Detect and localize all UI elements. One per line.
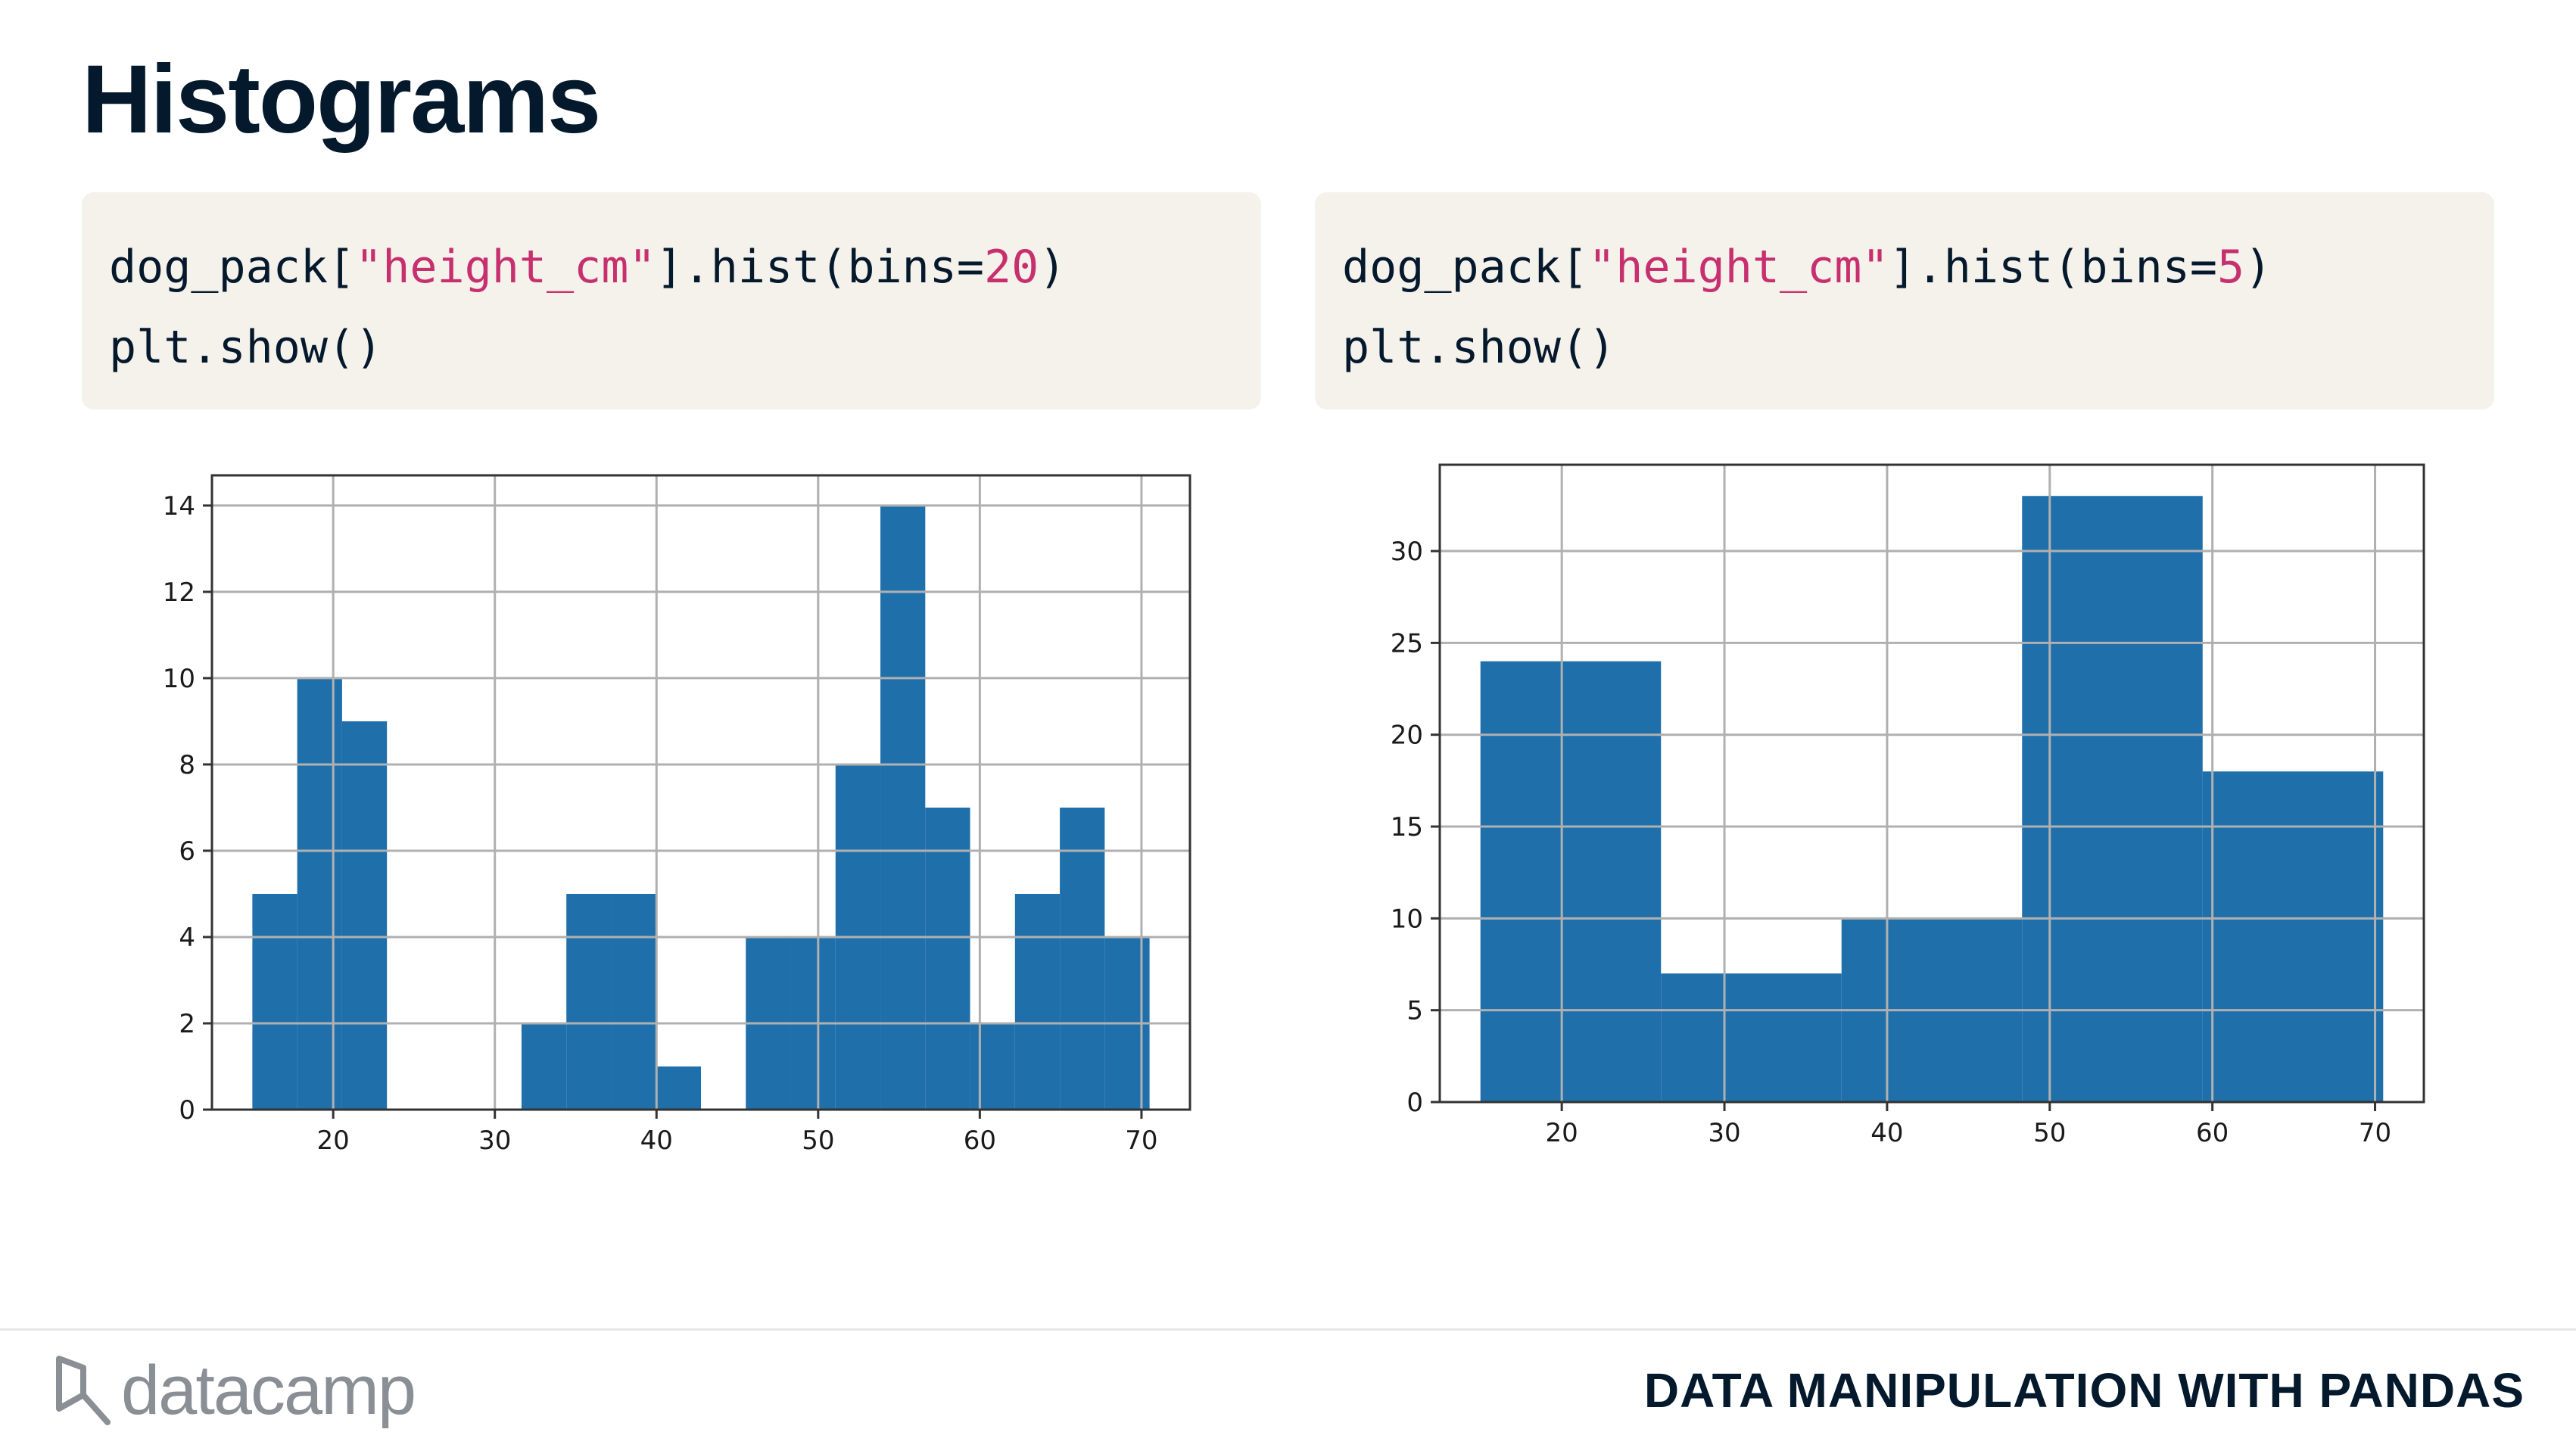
y-tick-label: 6	[179, 836, 195, 867]
x-tick-label: 50	[2033, 1118, 2066, 1148]
code-block-bins-20: dog_pack["height_cm"].hist(bins=20) plt.…	[82, 192, 1261, 409]
code-line-2: plt.show()	[109, 321, 383, 374]
slide-title: Histograms	[82, 45, 601, 154]
y-tick-label: 25	[1391, 628, 1423, 659]
code-token: dog_pack[	[1342, 241, 1589, 294]
histogram-bar	[297, 677, 342, 1110]
y-tick-label: 15	[1391, 812, 1423, 842]
y-tick-label: 2	[179, 1009, 195, 1039]
y-tick-label: 4	[179, 923, 195, 953]
code-string: "height_cm"	[1588, 241, 1889, 294]
histogram-bins-20: 20 30 40 50 60 70 0 2 4 6 8 10 12 14	[136, 462, 1211, 1173]
x-tick-label: 20	[1546, 1118, 1578, 1148]
histogram-bar	[341, 721, 388, 1110]
histogram-bins-5: 20 30 40 50 60 70 0 5 10 15 20 25 30	[1363, 454, 2437, 1166]
histogram-bar	[1661, 973, 1842, 1102]
code-string: "height_cm"	[355, 241, 656, 294]
datacamp-logo-icon	[56, 1356, 111, 1425]
y-tick-label: 10	[1391, 904, 1423, 934]
code-token: )	[2244, 241, 2272, 294]
y-tick-label: 30	[1391, 537, 1423, 567]
code-block-bins-5: dog_pack["height_cm"].hist(bins=5) plt.s…	[1315, 192, 2494, 409]
histogram-bar	[566, 893, 612, 1110]
x-tick-label: 30	[478, 1126, 511, 1156]
x-tick-label: 40	[1870, 1118, 1903, 1148]
histogram-bar	[2022, 496, 2203, 1102]
x-tick-label: 60	[2196, 1118, 2229, 1148]
y-tick-label: 0	[179, 1095, 195, 1126]
y-tick-label: 14	[163, 491, 195, 522]
histogram-bar	[1480, 661, 1662, 1102]
x-tick-label: 50	[802, 1126, 834, 1156]
code-line-1: dog_pack["height_cm"].hist(bins=5)	[1342, 227, 2494, 307]
histogram-svg: 20 30 40 50 60 70 0 5 10 15 20 25 30	[1391, 463, 2425, 1148]
x-tick-label: 20	[317, 1126, 350, 1156]
histogram-bar	[521, 1023, 567, 1110]
course-name: DATA MANIPULATION WITH PANDAS	[1643, 1363, 2525, 1418]
y-tick-label: 8	[179, 750, 195, 780]
plot-frame	[210, 474, 1191, 1111]
histogram-svg: 20 30 40 50 60 70 0 2 4 6 8 10 12 14	[163, 474, 1191, 1156]
histogram-bar	[611, 893, 656, 1110]
y-tick-label: 20	[1391, 721, 1423, 751]
code-line-2: plt.show()	[1342, 321, 1616, 374]
histogram-bar	[252, 893, 297, 1110]
code-number: 5	[2216, 241, 2245, 294]
histogram-bar	[2202, 771, 2384, 1102]
code-token: ].hist(bins=	[656, 241, 984, 294]
y-tick-label: 10	[163, 664, 195, 694]
footer-divider	[0, 1328, 2576, 1331]
datacamp-wordmark: datacamp	[121, 1351, 416, 1429]
histogram-bar	[656, 1066, 701, 1110]
y-tick-label: 12	[163, 578, 195, 608]
code-token: )	[1039, 241, 1067, 294]
code-token: ].hist(bins=	[1889, 241, 2217, 294]
x-tick-label: 70	[2359, 1118, 2391, 1148]
code-number: 20	[983, 241, 1039, 294]
plot-frame	[1438, 463, 2425, 1104]
x-tick-label: 30	[1708, 1118, 1740, 1148]
y-tick-label: 5	[1406, 996, 1423, 1026]
histogram-bar	[1014, 893, 1061, 1110]
histogram-bar	[880, 505, 926, 1110]
histogram-bar	[925, 807, 970, 1110]
x-tick-label: 70	[1125, 1126, 1157, 1156]
histogram-bar	[1060, 807, 1105, 1110]
datacamp-logo: datacamp	[53, 1349, 416, 1432]
x-tick-label: 40	[640, 1126, 673, 1156]
y-tick-label: 0	[1406, 1088, 1423, 1118]
code-token: dog_pack[	[109, 241, 356, 294]
code-line-1: dog_pack["height_cm"].hist(bins=20)	[109, 227, 1261, 307]
histogram-bar	[970, 1023, 1015, 1110]
x-tick-label: 60	[964, 1126, 996, 1156]
